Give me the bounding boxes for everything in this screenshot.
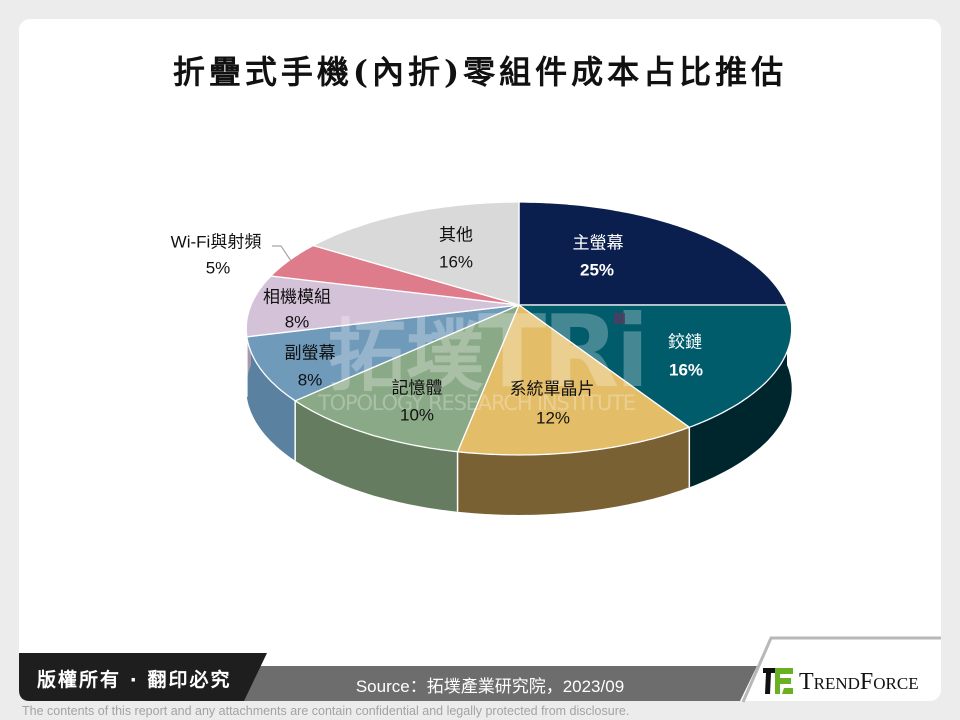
pie-wall xyxy=(295,400,458,512)
leader-line-wifi xyxy=(272,245,292,262)
watermark-logo-cn: 拓墣 xyxy=(328,312,484,402)
source-text: Source：拓墣產業研究院，2023/09 xyxy=(355,677,625,696)
label-hinge: 鉸鏈 xyxy=(668,332,702,352)
copyright-notice: 版權所有 · 翻印必究 xyxy=(37,669,232,691)
value-main-display: 25% xyxy=(579,260,615,280)
label-main-display: 主螢幕 xyxy=(572,233,624,253)
source-bar xyxy=(237,666,757,701)
value-soc: 12% xyxy=(535,408,571,428)
watermark-dot-icon xyxy=(614,313,625,324)
label-wifi-rf: Wi-Fi與射頻 xyxy=(170,232,262,252)
pie-slices xyxy=(245,201,793,456)
value-hinge: 16% xyxy=(668,360,704,380)
pie-slice xyxy=(518,201,788,306)
value-wifi-rf: 5% xyxy=(205,258,231,278)
chart-title: 折疊式手機(內折)零組件成本占比推估 xyxy=(172,53,788,91)
trendforce-logo-icon xyxy=(763,668,793,694)
value-camera-module: 8% xyxy=(284,312,310,332)
pie-slice xyxy=(312,201,520,306)
label-memory: 記憶體 xyxy=(391,378,443,398)
disclaimer-text: The contents of this report and any atta… xyxy=(22,704,630,718)
value-memory: 10% xyxy=(399,405,435,425)
watermark-logo-en: TRi xyxy=(478,293,646,410)
value-others: 16% xyxy=(438,252,474,272)
label-camera-module: 相機模組 xyxy=(263,287,331,307)
pie-wall xyxy=(457,427,690,515)
watermark-subtitle: TOPOLOGY RESEARCH INSTITUTE xyxy=(317,391,636,415)
pie-slice xyxy=(456,304,690,456)
pie-slice xyxy=(245,275,520,338)
label-sub-display: 副螢幕 xyxy=(284,343,336,363)
pie-wall xyxy=(246,336,296,461)
value-sub-display: 8% xyxy=(297,370,323,390)
copyright-block xyxy=(19,653,267,701)
watermark: 拓墣 TRi TOPOLOGY RESEARCH INSTITUTE xyxy=(317,293,650,415)
trendforce-wordmark: TrendForce xyxy=(799,669,919,695)
label-others: 其他 xyxy=(439,225,473,245)
pie-wall-dividers xyxy=(246,336,691,512)
pie-slice xyxy=(294,304,520,453)
pie-slice xyxy=(518,304,793,428)
logo-panel-border xyxy=(741,636,941,703)
label-soc: 系統單晶片 xyxy=(509,379,595,399)
pie-wall xyxy=(689,305,792,488)
